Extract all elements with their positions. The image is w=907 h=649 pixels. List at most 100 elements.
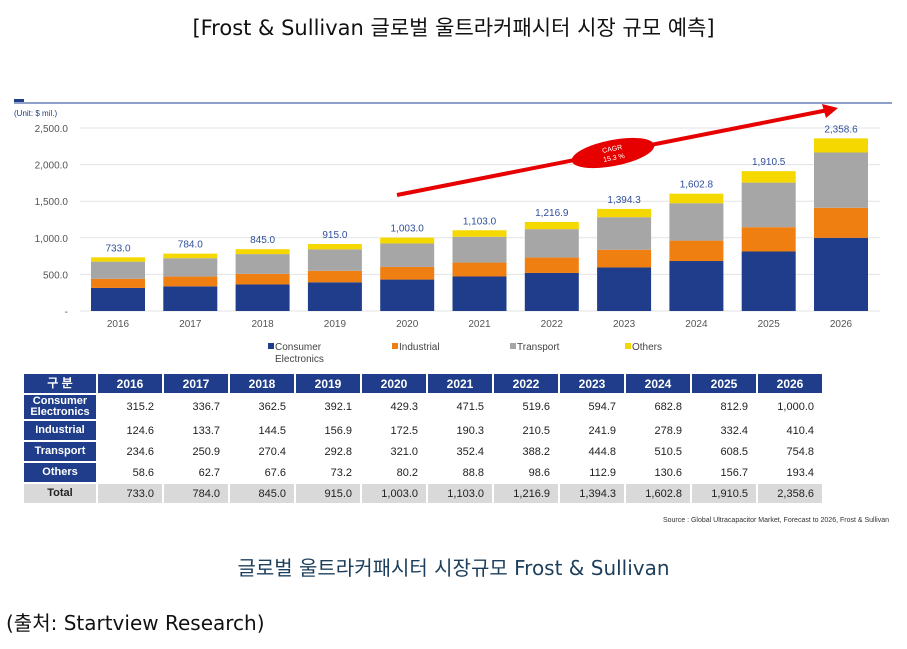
cagr-label: CAGR: [602, 144, 623, 155]
stacked-bar-chart: (Unit: $ mil.) - 500.0 1,000.0 1,500.0 2,000.…: [14, 99, 892, 365]
table-cell: 270.4: [228, 440, 296, 463]
x-tick-label: 2022: [541, 319, 564, 330]
total-data-label: 1,910.5: [752, 157, 786, 168]
total-data-label: 1,216.9: [535, 208, 569, 219]
bar-segment-transport: [235, 254, 290, 274]
y-tick-label: 2,500.0: [35, 124, 69, 135]
table-cell: 2,358.6: [756, 482, 824, 505]
cagr-value: 15.3 %: [603, 153, 626, 164]
table-cell: 429.3: [360, 393, 428, 421]
table-cell: 315.2: [96, 393, 164, 421]
total-data-label: 915.0: [322, 230, 347, 241]
bar-segment-others: [235, 249, 290, 255]
row-header: Transport: [22, 440, 98, 463]
x-tick-label: 2025: [758, 319, 781, 330]
table-cell: 510.5: [624, 440, 692, 463]
page-title: [Frost & Sullivan 글로벌 울트라커패시터 시장 규모 예측]: [192, 16, 715, 40]
bar-segment-transport: [91, 261, 145, 279]
y-tick-label: 2,000.0: [35, 161, 69, 172]
table-cell: 519.6: [492, 393, 560, 421]
table-cell: 845.0: [228, 482, 296, 505]
bar-segment-consumer-electronics: [524, 272, 579, 311]
total-data-label: 2,358.6: [824, 124, 858, 135]
x-tick-label: 2023: [613, 319, 636, 330]
column-header: 2025: [690, 372, 758, 395]
bar-segment-industrial: [163, 276, 218, 287]
table-cell: 1,003.0: [360, 482, 428, 505]
bar-segment-consumer-electronics: [235, 284, 290, 311]
table-cell: 172.5: [360, 419, 428, 442]
bar-segment-others: [380, 237, 435, 244]
bar-segment-consumer-electronics: [163, 286, 218, 311]
table-cell: 67.6: [228, 461, 296, 484]
table-cell: 133.7: [162, 419, 230, 442]
legend-label: Transport: [517, 342, 560, 353]
bar-segment-transport: [380, 243, 435, 267]
bar-segment-consumer-electronics: [307, 282, 362, 311]
column-header: 2024: [624, 372, 692, 395]
legend-label: Others: [632, 342, 662, 353]
x-tick-label: 2016: [107, 319, 130, 330]
table-cell: 124.6: [96, 419, 164, 442]
bar-segment-industrial: [452, 262, 507, 277]
bar-segment-transport: [307, 249, 362, 271]
bar-segment-consumer-electronics: [597, 267, 652, 311]
column-header: 2020: [360, 372, 428, 395]
cagr-ellipse: [571, 137, 655, 169]
table-cell: 733.0: [96, 482, 164, 505]
bar-segment-others: [163, 253, 218, 259]
table-cell: 278.9: [624, 419, 692, 442]
bar-segment-others: [741, 171, 796, 183]
table-cell: 62.7: [162, 461, 230, 484]
table-cell: 73.2: [294, 461, 362, 484]
credit: (출처: Startview Research): [6, 611, 265, 635]
bar-segment-consumer-electronics: [91, 287, 145, 311]
table-cell: 1,394.3: [558, 482, 626, 505]
table-cell: 915.0: [294, 482, 362, 505]
bar-segment-industrial: [307, 270, 362, 283]
table-cell: 608.5: [690, 440, 758, 463]
row-header: Industrial: [22, 419, 98, 442]
bar-segment-others: [452, 230, 507, 237]
row-header: Others: [22, 461, 98, 484]
table-row: Consumer Electronics 315.2 336.7 362.5 392.1…: [22, 393, 824, 421]
bar-segment-others: [91, 257, 145, 262]
legend-swatch: [268, 343, 274, 349]
table-row: Transport 234.6 250.9 270.4 292.8 321.0 352.4 3…: [22, 440, 824, 463]
bar-segment-transport: [741, 182, 796, 228]
table-cell: 410.4: [756, 419, 824, 442]
table-cell: 388.2: [492, 440, 560, 463]
bar-segment-industrial: [741, 227, 796, 252]
bar-segment-industrial: [524, 257, 579, 273]
table-cell: 98.6: [492, 461, 560, 484]
table-cell: 234.6: [96, 440, 164, 463]
bar-segment-consumer-electronics: [741, 251, 796, 311]
bar-segment-industrial: [91, 278, 145, 288]
total-data-label: 1,103.0: [463, 216, 497, 227]
bar-segment-consumer-electronics: [380, 279, 435, 311]
y-tick-label: 500.0: [43, 270, 68, 281]
table-row: Others 58.6 62.7 67.6 73.2 80.2 88.8 98.6 112.9 1…: [22, 461, 824, 484]
table-cell: 754.8: [756, 440, 824, 463]
table-cell: 1,602.8: [624, 482, 692, 505]
table-cell: 1,000.0: [756, 393, 824, 421]
table-cell: 88.8: [426, 461, 494, 484]
bar-segment-transport: [597, 217, 652, 250]
table-cell: 1,216.9: [492, 482, 560, 505]
x-tick-label: 2020: [396, 319, 419, 330]
legend-swatch: [625, 343, 631, 349]
table-cell: 332.4: [690, 419, 758, 442]
table-cell: 682.8: [624, 393, 692, 421]
table-cell: 156.9: [294, 419, 362, 442]
arrow-head-icon: [822, 104, 838, 118]
column-header: 2016: [96, 372, 164, 395]
column-header: 2017: [162, 372, 230, 395]
table-cell: 352.4: [426, 440, 494, 463]
legend-swatch: [510, 343, 516, 349]
column-header: 2018: [228, 372, 296, 395]
column-header: 2021: [426, 372, 494, 395]
y-tick-label: -: [65, 307, 68, 318]
table-header-row: 구 분 2016 2017 2018 2019 2020 2021 2022 2023 2024 2…: [22, 372, 824, 395]
table-cell: 250.9: [162, 440, 230, 463]
row-header: Consumer Electronics: [22, 393, 98, 421]
